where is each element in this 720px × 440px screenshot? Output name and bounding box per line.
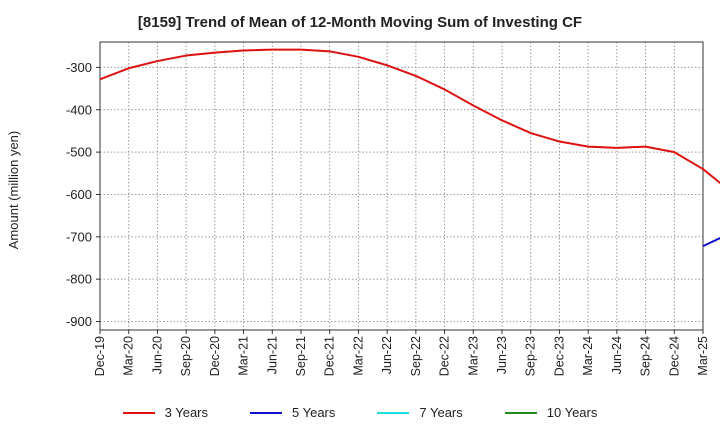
y-tick-label: -300 — [66, 60, 92, 75]
legend-item: 3 Years — [122, 405, 208, 420]
x-tick-label: Dec-20 — [208, 336, 222, 376]
legend-label: 3 Years — [164, 405, 208, 420]
x-tick-label: Mar-23 — [466, 336, 480, 376]
y-tick-label: -500 — [66, 145, 92, 160]
legend-swatch — [250, 411, 282, 414]
x-tick-label: Mar-25 — [696, 336, 710, 376]
legend: 3 Years 5 Years 7 Years 10 Years — [0, 405, 720, 420]
x-tick-label: Dec-19 — [93, 336, 107, 376]
x-tick-label: Sep-22 — [409, 336, 423, 376]
legend-label: 5 Years — [292, 405, 336, 420]
legend-item: 5 Years — [250, 405, 335, 420]
y-tick-label: -400 — [66, 102, 92, 117]
y-tick-label: -800 — [66, 272, 92, 287]
legend-label: 7 Years — [419, 405, 463, 420]
x-tick-label: Mar-24 — [581, 336, 595, 376]
plot-frame — [99, 41, 704, 331]
legend-item: 10 Years — [504, 405, 598, 420]
x-tick-label: Dec-23 — [552, 336, 566, 376]
x-tick-label: Jun-24 — [610, 336, 624, 374]
y-axis-label: Amount (million yen) — [6, 131, 21, 250]
x-tick-label: Sep-24 — [639, 336, 653, 376]
x-tick-label: Jun-21 — [265, 336, 279, 374]
x-tick-label: Sep-20 — [179, 336, 193, 376]
x-tick-label: Dec-22 — [438, 336, 452, 376]
x-tick-label: Sep-23 — [524, 336, 538, 376]
x-tick-label: Mar-20 — [122, 336, 136, 376]
x-tick-label: Jun-22 — [380, 336, 394, 374]
chart-title: [8159] Trend of Mean of 12-Month Moving … — [137, 14, 583, 31]
x-tick-label: Dec-21 — [323, 336, 337, 376]
x-tick-label: Jun-20 — [150, 336, 164, 374]
x-tick-label: Mar-21 — [237, 336, 251, 376]
series-line-5-years — [702, 237, 720, 248]
legend-item: 7 Years — [377, 405, 463, 420]
series-line-3-years — [99, 48, 720, 185]
y-tick-label: -700 — [66, 229, 92, 244]
legend-label: 10 Years — [546, 405, 598, 420]
legend-swatch — [377, 411, 410, 414]
y-tick-label: -600 — [66, 187, 92, 202]
x-tick-label: Sep-21 — [294, 336, 308, 376]
y-tick-label: -900 — [66, 314, 92, 329]
legend-swatch — [504, 411, 537, 414]
x-tick-label: Mar-22 — [351, 336, 365, 376]
x-tick-label: Dec-24 — [667, 336, 681, 376]
x-tick-label: Jun-23 — [495, 336, 509, 374]
legend-swatch — [122, 411, 155, 414]
